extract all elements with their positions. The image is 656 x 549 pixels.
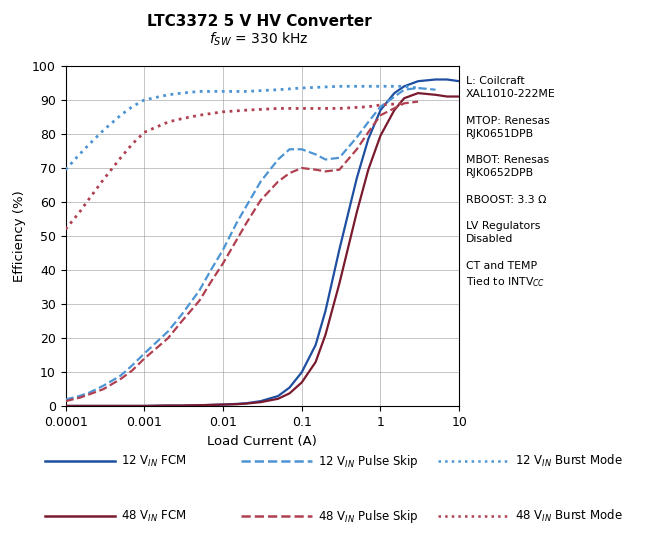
Text: 48 V$_{IN}$ FCM: 48 V$_{IN}$ FCM: [121, 508, 187, 524]
Text: LTC3372 5 V HV Converter: LTC3372 5 V HV Converter: [147, 14, 371, 29]
Text: 48 V$_{IN}$ Pulse Skip: 48 V$_{IN}$ Pulse Skip: [318, 508, 419, 524]
X-axis label: Load Current (A): Load Current (A): [207, 435, 318, 447]
Y-axis label: Efficiency (%): Efficiency (%): [13, 190, 26, 282]
Text: L: Coilcraft
XAL1010-222ME

MTOP: Renesas
RJK0651DPB

MBOT: Renesas
RJK0652DPB

: L: Coilcraft XAL1010-222ME MTOP: Renesas…: [466, 76, 556, 289]
Text: 12 V$_{IN}$ Burst Mode: 12 V$_{IN}$ Burst Mode: [515, 453, 623, 469]
Text: 48 V$_{IN}$ Burst Mode: 48 V$_{IN}$ Burst Mode: [515, 508, 623, 524]
Text: 12 V$_{IN}$ Pulse Skip: 12 V$_{IN}$ Pulse Skip: [318, 453, 419, 469]
Text: 12 V$_{IN}$ FCM: 12 V$_{IN}$ FCM: [121, 453, 187, 469]
Text: $f_{SW}$ = 330 kHz: $f_{SW}$ = 330 kHz: [209, 30, 309, 48]
